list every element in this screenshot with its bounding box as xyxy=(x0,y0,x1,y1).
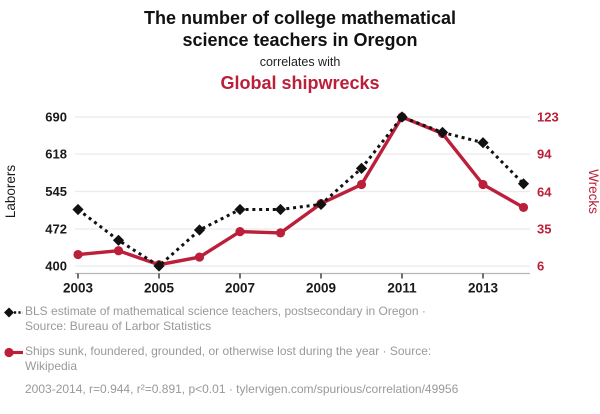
right-tick-label: 64 xyxy=(537,185,552,200)
data-point-circle xyxy=(518,202,529,213)
data-point-diamond xyxy=(153,260,165,272)
data-point-circle xyxy=(113,246,124,256)
left-axis-title: Laborers xyxy=(3,165,18,219)
data-point-circle xyxy=(194,252,205,262)
data-point-diamond xyxy=(72,203,84,216)
left-tick-label: 618 xyxy=(45,146,67,161)
left-tick-label: 400 xyxy=(45,259,67,274)
correlates-with-label: correlates with xyxy=(259,55,341,69)
x-tick-label: 2009 xyxy=(306,281,336,296)
page-title-line1: The number of college mathematical xyxy=(143,8,457,28)
page-title-line2: science teachers in Oregon xyxy=(182,30,418,50)
right-tick-label: 123 xyxy=(537,110,559,125)
data-point-diamond xyxy=(355,162,368,174)
data-point-diamond xyxy=(112,234,125,246)
right-tick-label: 35 xyxy=(537,222,551,237)
legend-item-teachers: BLS estimate of mathematical science tea… xyxy=(3,304,563,334)
correlate-title: Global shipwrecks xyxy=(220,73,380,93)
legend-label-teachers: BLS estimate of mathematical science tea… xyxy=(25,304,426,333)
data-point-diamond xyxy=(234,203,246,216)
legend-label-shipwrecks: Ships sunk, foundered, grounded, or othe… xyxy=(25,344,432,373)
data-point-circle xyxy=(73,249,83,260)
x-tick-label: 2013 xyxy=(468,281,499,296)
data-point-diamond xyxy=(517,178,530,190)
stats-and-source-url: 2003-2014, r=0.944, r²=0.891, p<0.01 · t… xyxy=(25,382,459,396)
left-tick-label: 690 xyxy=(45,110,67,125)
x-tick-label: 2007 xyxy=(225,281,255,296)
data-point-circle xyxy=(235,227,245,237)
left-tick-label: 472 xyxy=(45,222,67,237)
data-point-diamond xyxy=(477,137,489,149)
data-point-circle xyxy=(478,179,488,190)
red-circle-line-marker-icon xyxy=(3,346,25,364)
right-axis-title: Wrecks xyxy=(586,169,600,214)
right-tick-label: 94 xyxy=(537,146,552,161)
data-point-diamond xyxy=(274,203,287,216)
legend-item-shipwrecks: Ships sunk, foundered, grounded, or othe… xyxy=(3,344,563,374)
right-tick-label: 6 xyxy=(537,259,544,274)
data-point-circle xyxy=(275,228,286,238)
series-line-diamond xyxy=(77,115,525,268)
x-tick-label: 2003 xyxy=(63,281,94,296)
data-point-diamond xyxy=(315,198,327,210)
black-diamond-dashed-marker-icon xyxy=(3,306,25,324)
data-point-diamond xyxy=(436,126,449,139)
left-tick-label: 545 xyxy=(45,184,67,199)
data-point-diamond xyxy=(193,224,206,236)
data-point-circle xyxy=(356,179,367,190)
x-tick-label: 2005 xyxy=(144,281,175,296)
chart-canvas: 2003 2005 2007 2009 2011 2013 400 472 545 618 690 6… xyxy=(3,110,600,296)
x-tick-label: 2011 xyxy=(387,281,417,296)
page-title: The number of college mathematical scien… xyxy=(0,7,600,51)
data-point-diamond xyxy=(396,111,408,123)
